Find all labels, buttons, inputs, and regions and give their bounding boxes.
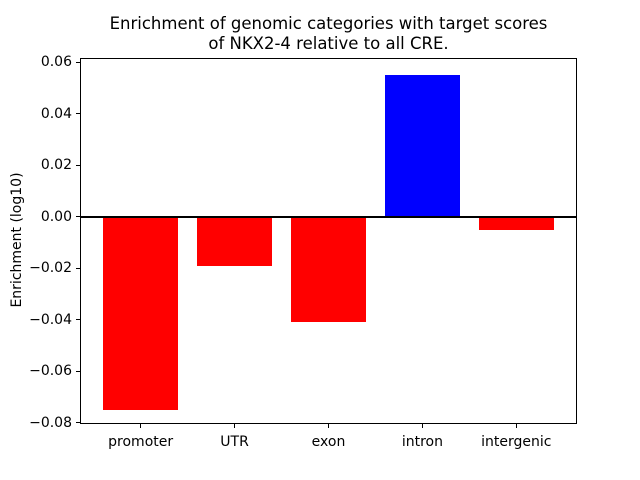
chart-title: Enrichment of genomic categories with ta… [80,14,577,54]
x-tick-label: promoter [108,434,174,450]
y-tick-mark [76,370,80,372]
x-tick-label: intergenic [481,434,552,450]
y-tick-label: −0.02 [29,260,72,277]
x-tick-mark [140,424,142,428]
chart-title-line1: Enrichment of genomic categories with ta… [109,14,548,33]
y-tick-label: 0.04 [40,105,72,122]
x-tick-label: intron [401,434,443,450]
y-tick-label: −0.04 [29,311,72,328]
y-tick-label: −0.06 [29,363,72,380]
bar-UTR [197,216,273,266]
chart-title-line2: of NKX2-4 relative to all CRE. [208,34,449,53]
zero-line [80,215,577,218]
bar-intron [384,74,460,217]
y-tick-mark [76,61,80,63]
y-tick-mark [76,319,80,321]
y-tick-label: 0.00 [40,208,72,225]
x-tick-mark [515,424,517,428]
bar-promoter [103,216,179,410]
y-tick-label: −0.08 [29,414,72,431]
y-tick-mark [76,422,80,424]
y-axis-label: Enrichment (log10) [9,172,25,308]
y-tick-label: 0.02 [40,157,72,174]
y-tick-mark [76,164,80,166]
bar-exon [290,216,367,323]
x-tick-mark [327,424,330,428]
x-tick-label: exon [311,434,346,450]
bar-intergenic [478,216,554,230]
y-tick-mark [76,267,80,269]
y-tick-mark [76,113,80,115]
x-tick-mark [233,424,236,428]
y-tick-mark [76,216,80,218]
y-tick-label: 0.06 [40,54,72,71]
x-tick-label: UTR [220,434,249,450]
x-tick-mark [421,424,423,428]
